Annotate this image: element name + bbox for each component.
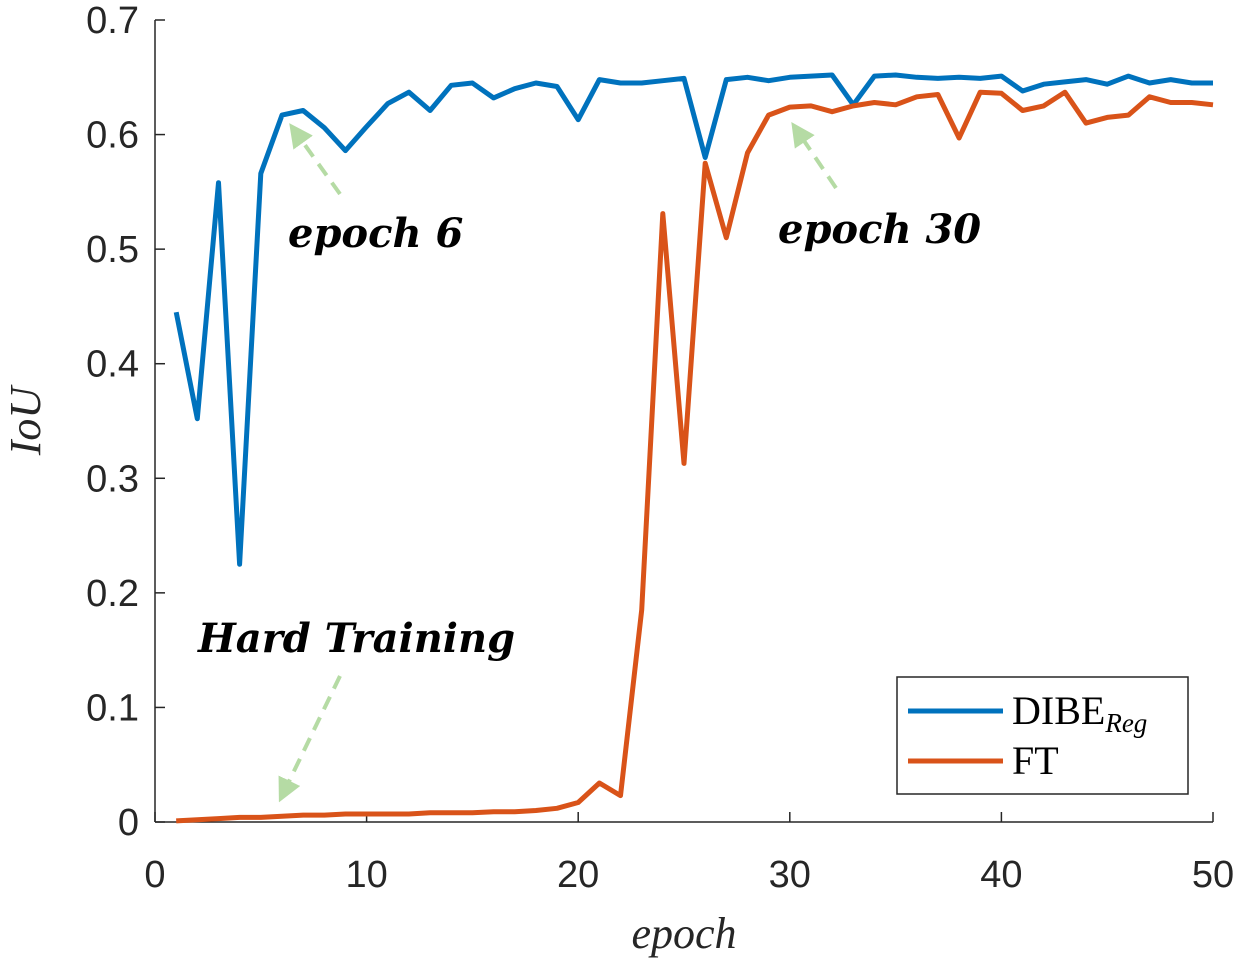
- y-tick-label: 0.7: [86, 0, 139, 42]
- x-tick-label: 0: [144, 854, 165, 896]
- x-ticks: 0 10 20 30 40 50: [144, 812, 1234, 896]
- y-tick-label: 0.3: [86, 458, 139, 500]
- axes-box: [154, 20, 1213, 823]
- x-axis-title: epoch: [631, 909, 736, 958]
- series-line-dibe: [173, 72, 1213, 567]
- y-tick-label: 0.2: [86, 573, 139, 615]
- series-line-ft: [176, 89, 1214, 824]
- arrow-hard-training: [278, 675, 342, 803]
- y-tick-label: 0.4: [86, 344, 139, 386]
- arrow-epoch-6: [289, 123, 342, 196]
- y-tick-label: 0.1: [86, 687, 139, 729]
- legend-label-dibe-subscript: Reg: [1104, 708, 1147, 738]
- annotation-epoch-30: epoch 30: [778, 206, 981, 253]
- arrow-epoch-30: [791, 122, 838, 190]
- annotation-epoch-6: epoch 6: [288, 210, 463, 257]
- x-tick-label: 30: [769, 854, 811, 896]
- y-tick-label: 0.5: [86, 229, 139, 271]
- legend-label-dibe-main: DIBE: [1012, 688, 1105, 733]
- series-layer: [173, 72, 1214, 824]
- y-tick-label: 0: [118, 802, 139, 844]
- legend-label-ft: FT: [1012, 738, 1059, 783]
- annotations: epoch 6 epoch 30 Hard Training: [197, 122, 981, 803]
- x-tick-label: 10: [345, 854, 387, 896]
- y-tick-label: 0.6: [86, 115, 139, 157]
- legend-box: [896, 676, 1189, 795]
- legend-label-dibe: DIBEReg: [1012, 688, 1147, 738]
- y-ticks: 0 0.1 0.2 0.3 0.4 0.5 0.6 0.7: [86, 0, 165, 844]
- y-axis-title: IoU: [1, 384, 50, 457]
- x-tick-label: 40: [980, 854, 1022, 896]
- legend: DIBEReg FT: [896, 676, 1189, 795]
- x-tick-label: 20: [557, 854, 599, 896]
- x-tick-label: 50: [1192, 854, 1234, 896]
- annotation-hard-training: Hard Training: [197, 615, 515, 662]
